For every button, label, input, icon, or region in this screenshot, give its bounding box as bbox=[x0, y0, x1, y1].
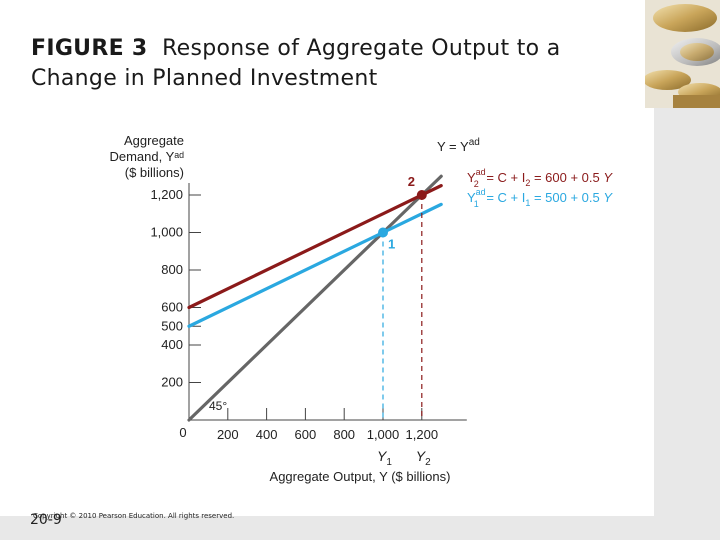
eq-text: = C + I bbox=[483, 170, 526, 185]
eq-var: Y bbox=[603, 170, 613, 185]
label-45-degree: Y = Yad bbox=[437, 137, 480, 154]
coins-image bbox=[645, 0, 720, 108]
figure-title: Response of Aggregate Output to a Change… bbox=[31, 36, 561, 91]
slide-title: FIGURE 3 Response of Aggregate Output to… bbox=[31, 34, 631, 94]
x-tick-label: 600 bbox=[295, 427, 317, 442]
line-45-degree bbox=[187, 174, 443, 422]
eq-text: = C + I bbox=[483, 190, 526, 205]
eq-superscript: ad bbox=[476, 187, 486, 197]
y-tick-label: 400 bbox=[161, 337, 183, 352]
equilibrium-point-2 bbox=[416, 190, 427, 200]
eq-subscript: 2 bbox=[474, 179, 479, 189]
label-superscript: ad bbox=[469, 137, 480, 148]
equilibrium-label: 1 bbox=[388, 237, 395, 252]
figure-number: FIGURE 3 bbox=[31, 36, 148, 61]
x-tick-label: 400 bbox=[256, 427, 278, 442]
x-tick-label: 200 bbox=[217, 427, 239, 442]
y-axis-label: Demand, Yᵃᵈ bbox=[109, 149, 184, 164]
label-y1-equation: Yad 1 = C + I1 = 500 + 0.5 Y bbox=[467, 187, 613, 209]
y-tick-label: 600 bbox=[161, 300, 183, 315]
origin-label: 0 bbox=[179, 425, 186, 440]
label-y2-equation: Yad 2 = C + I2 = 600 + 0.5 Y bbox=[467, 167, 613, 189]
background-strip-bottom bbox=[0, 516, 720, 540]
equilibrium-label: 2 bbox=[408, 174, 415, 189]
eq-subscript: 1 bbox=[525, 198, 530, 208]
y-tick-label: 200 bbox=[161, 375, 183, 390]
chart: 200 400 500 600 800 1,000 1,200 200 400 600 800 1,0… bbox=[109, 133, 613, 484]
background-strip-right bbox=[654, 108, 720, 540]
x-label-subscript: 1 bbox=[386, 457, 392, 468]
y-axis-label: ($ billions) bbox=[125, 165, 184, 180]
x-label-subscript: 2 bbox=[425, 457, 431, 468]
slide-number: 20-9 bbox=[30, 512, 62, 528]
eq-superscript: ad bbox=[476, 167, 486, 177]
eq-text: = 500 + 0.5 bbox=[530, 190, 603, 205]
y-tick-label: 800 bbox=[161, 262, 183, 277]
y-tick-label: 1,200 bbox=[150, 187, 183, 202]
y-tick-label: 1,000 bbox=[150, 225, 183, 240]
line-y1-ad bbox=[187, 202, 443, 328]
eq-var: Y bbox=[467, 190, 476, 205]
equilibrium-x-label: Y2 bbox=[416, 448, 431, 468]
line-y2-ad bbox=[187, 184, 443, 310]
chart-panel: 200 400 500 600 800 1,000 1,200 200 400 600 800 1,0… bbox=[0, 108, 654, 516]
x-label-var: Y bbox=[377, 448, 388, 464]
copyright-notice: Copyright © 2010 Pearson Education. All … bbox=[33, 512, 235, 520]
x-label-var: Y bbox=[416, 448, 427, 464]
x-axis-label: Aggregate Output, Y ($ billions) bbox=[270, 469, 451, 484]
eq-var: Y bbox=[467, 170, 476, 185]
label-text: Y = Y bbox=[437, 139, 469, 154]
y-tick-label: 500 bbox=[161, 318, 183, 333]
equilibrium-point-1 bbox=[378, 227, 388, 238]
x-tick-label: 1,000 bbox=[367, 427, 400, 442]
x-tick-label: 800 bbox=[333, 427, 355, 442]
equilibrium-x-label: Y1 bbox=[377, 448, 392, 468]
eq-subscript: 1 bbox=[474, 199, 479, 209]
x-tick-label: 1,200 bbox=[406, 427, 439, 442]
eq-subscript: 2 bbox=[525, 178, 530, 188]
angle-label: 45° bbox=[209, 399, 227, 413]
eq-text: = 600 + 0.5 bbox=[530, 170, 603, 185]
y-axis-label: Aggregate bbox=[124, 133, 184, 148]
eq-var: Y bbox=[603, 190, 613, 205]
